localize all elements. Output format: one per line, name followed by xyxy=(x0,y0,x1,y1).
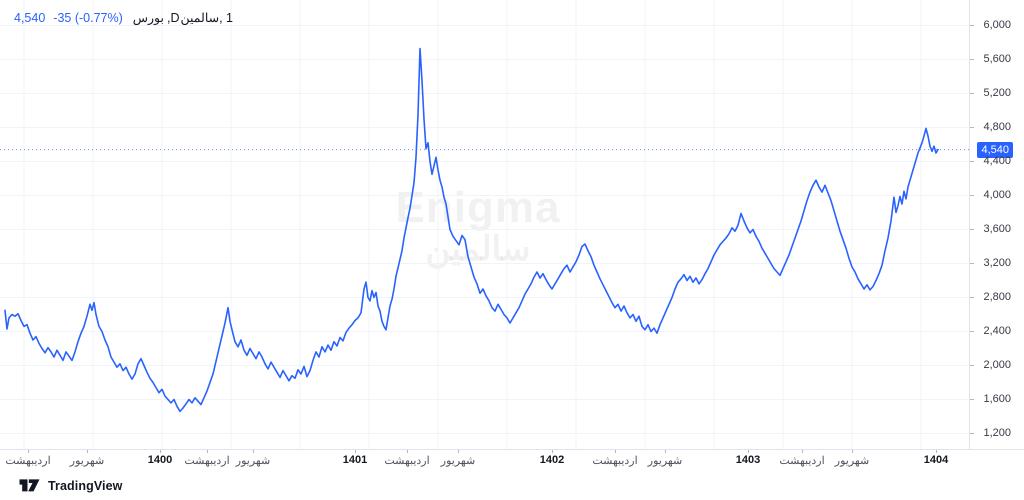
price-tick xyxy=(970,331,974,332)
price-label: 1,600 xyxy=(983,393,1011,405)
time-tick xyxy=(407,450,408,453)
time-tick xyxy=(355,450,356,453)
time-label-year: 1402 xyxy=(539,454,565,466)
time-label-month: اردیبهشت xyxy=(384,455,430,467)
price-label: 2,800 xyxy=(983,291,1011,303)
time-tick xyxy=(253,450,254,453)
time-label-month: شهریور xyxy=(834,455,870,467)
price-line-series[interactable] xyxy=(4,47,939,413)
price-label: 5,600 xyxy=(983,53,1011,65)
time-tick xyxy=(552,450,553,453)
legend-interval-number: , 1 xyxy=(219,11,234,25)
time-label-year: 1401 xyxy=(342,454,368,466)
price-tick xyxy=(970,195,974,196)
legend-exchange: بورس xyxy=(132,11,164,25)
tradingview-logo-link[interactable]: TradingView xyxy=(18,478,123,494)
time-label-month: اردیبهشت xyxy=(184,455,230,467)
time-tick xyxy=(936,450,937,453)
price-label: 4,000 xyxy=(983,189,1011,201)
legend-last-price: 4,540 xyxy=(14,11,46,25)
time-label-year: 1404 xyxy=(923,454,949,466)
price-label: 2,000 xyxy=(983,359,1011,371)
tradingview-logo-icon xyxy=(19,479,40,492)
time-tick xyxy=(160,450,161,453)
last-price-label: 4,540 xyxy=(977,141,1013,158)
price-label: 4,800 xyxy=(983,121,1011,133)
price-tick xyxy=(970,433,974,434)
tradingview-brand-text: TradingView xyxy=(48,479,123,493)
legend-symbol: سالمین xyxy=(180,11,220,25)
time-tick xyxy=(615,450,616,453)
time-scale[interactable]: اردیبهشت شهریور 1400 اردیبهشت شهریور 1401 اردی… xyxy=(0,449,1024,473)
price-tick xyxy=(970,93,974,94)
time-tick xyxy=(665,450,666,453)
price-label: 3,200 xyxy=(983,257,1011,269)
time-tick xyxy=(852,450,853,453)
time-label-month: شهریور xyxy=(440,455,476,467)
time-label-month: شهریور xyxy=(69,455,105,467)
chart-pane[interactable]: Enigma سالمین 4,540 -35 (-0.77%) بورس ,D سال… xyxy=(0,0,969,449)
time-label-month: شهریور xyxy=(647,455,683,467)
time-tick xyxy=(28,450,29,453)
time-tick xyxy=(458,450,459,453)
price-tick xyxy=(970,127,974,128)
price-tick xyxy=(970,365,974,366)
price-scale[interactable]: 4,540 6,000 5,600 5,200 4,800 4,400 4,000 3,60… xyxy=(969,0,1024,471)
price-label: 2,400 xyxy=(983,325,1011,337)
price-label: 3,600 xyxy=(983,223,1011,235)
time-tick xyxy=(748,450,749,453)
time-tick xyxy=(207,450,208,453)
time-label-month: اردیبهشت xyxy=(592,455,638,467)
price-tick xyxy=(970,161,974,162)
chart-svg[interactable] xyxy=(0,0,969,449)
price-tick xyxy=(970,25,974,26)
time-tick xyxy=(802,450,803,453)
footer-strip: TradingView xyxy=(0,472,1024,500)
symbol-legend[interactable]: 4,540 -35 (-0.77%) بورس ,D سالمین, 1 xyxy=(14,10,233,25)
legend-change: -35 (-0.77%) xyxy=(53,11,123,25)
price-tick xyxy=(970,297,974,298)
price-label: 4,400 xyxy=(983,155,1011,167)
price-tick xyxy=(970,229,974,230)
time-label-month: شهریور xyxy=(235,455,271,467)
price-label: 1,200 xyxy=(983,427,1011,439)
time-label-month: اردیبهشت xyxy=(779,455,825,467)
time-tick xyxy=(87,450,88,453)
time-label-month: اردیبهشت xyxy=(5,455,51,467)
price-tick xyxy=(970,399,974,400)
price-tick xyxy=(970,59,974,60)
price-label: 5,200 xyxy=(983,87,1011,99)
price-tick xyxy=(970,263,974,264)
price-label: 6,000 xyxy=(983,19,1011,31)
time-label-year: 1400 xyxy=(147,454,173,466)
time-label-year: 1403 xyxy=(735,454,761,466)
legend-interval-letter: ,D xyxy=(167,11,180,25)
